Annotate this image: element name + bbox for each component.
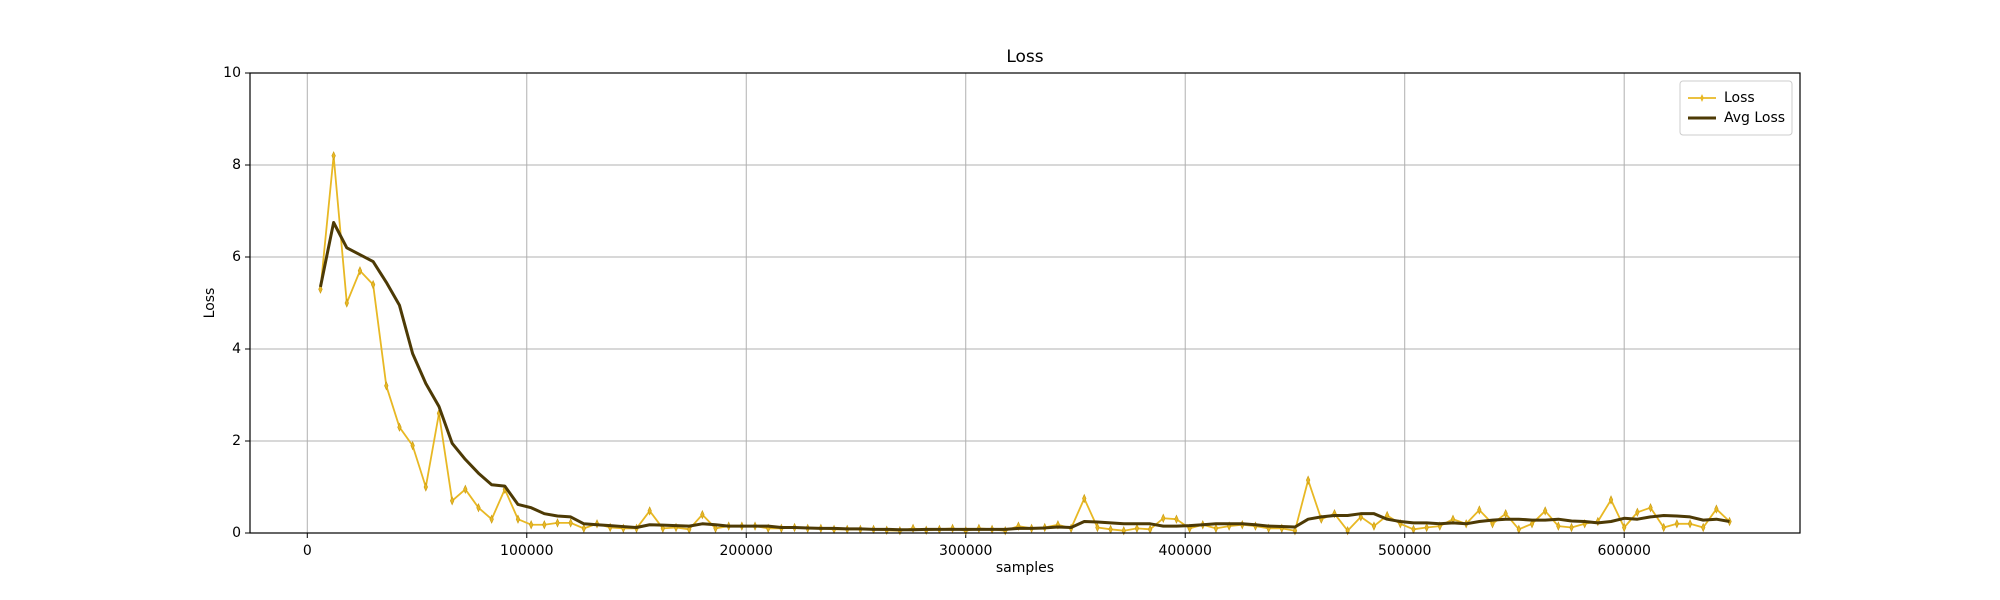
legend-label: Loss — [1724, 90, 1755, 106]
point-marker — [1147, 524, 1153, 535]
point-marker — [1543, 506, 1548, 516]
point-marker — [568, 518, 573, 528]
point-marker — [1371, 521, 1377, 531]
point-marker — [1108, 524, 1113, 535]
point-marker — [384, 381, 389, 391]
point-marker — [1411, 524, 1416, 535]
point-marker — [1569, 522, 1574, 533]
point-marker — [489, 514, 494, 524]
x-axis-label: samples — [996, 560, 1054, 576]
point-marker — [1687, 519, 1693, 529]
point-marker — [1213, 523, 1219, 534]
point-marker — [1701, 522, 1706, 533]
series-line — [319, 154, 1731, 532]
y-tick-label: 8 — [232, 157, 241, 173]
point-marker — [1161, 513, 1166, 524]
point-marker — [371, 279, 376, 290]
legend-marker — [1700, 94, 1704, 102]
point-marker — [529, 519, 534, 530]
point-marker — [344, 298, 349, 308]
point-marker — [1622, 522, 1627, 533]
point-marker — [1608, 495, 1614, 505]
y-tick-label: 0 — [232, 525, 241, 541]
y-tick-label: 6 — [232, 249, 241, 265]
point-marker — [423, 482, 428, 492]
point-marker — [1529, 519, 1535, 529]
y-axis-label: Loss — [202, 288, 218, 319]
point-marker — [1674, 519, 1679, 529]
x-tick-label: 300000 — [939, 543, 992, 559]
point-marker — [542, 519, 547, 530]
point-marker — [647, 506, 652, 516]
y-tick-label: 2 — [232, 433, 241, 449]
x-tick-label: 200000 — [720, 543, 773, 559]
point-marker — [331, 151, 336, 161]
point-marker — [410, 440, 415, 451]
point-marker — [700, 509, 705, 520]
point-marker — [1714, 504, 1719, 514]
point-marker — [1490, 519, 1495, 529]
point-marker — [1134, 523, 1140, 534]
point-marker — [450, 496, 455, 506]
x-tick-label: 500000 — [1378, 543, 1431, 559]
point-marker — [1306, 475, 1311, 485]
point-marker — [1477, 505, 1482, 515]
plot-frame — [249, 72, 1801, 534]
x-tick-label: 400000 — [1158, 543, 1211, 559]
point-marker — [1095, 522, 1100, 533]
point-marker — [1556, 521, 1561, 531]
x-tick-label: 600000 — [1597, 543, 1650, 559]
point-marker — [1648, 502, 1653, 513]
legend-box — [1679, 80, 1793, 136]
x-tick-label: 0 — [303, 543, 312, 559]
point-marker — [357, 266, 363, 276]
point-marker — [581, 523, 586, 534]
point-marker — [1424, 522, 1429, 533]
x-tick-label: 100000 — [500, 543, 553, 559]
y-tick-label: 4 — [232, 341, 241, 357]
point-marker — [1661, 522, 1666, 533]
point-marker — [476, 502, 481, 513]
point-marker — [1503, 508, 1508, 519]
series-line — [318, 221, 1730, 532]
point-marker — [1635, 507, 1640, 518]
y-tick-label: 10 — [223, 65, 241, 81]
chart-title: Loss — [1006, 47, 1043, 67]
point-marker — [1082, 493, 1087, 504]
legend-label: Avg Loss — [1724, 110, 1785, 126]
point-marker — [318, 284, 323, 294]
point-marker — [1174, 514, 1179, 524]
point-marker — [515, 514, 521, 524]
point-marker — [555, 518, 560, 528]
point-marker — [463, 484, 468, 495]
point-marker — [397, 422, 402, 432]
